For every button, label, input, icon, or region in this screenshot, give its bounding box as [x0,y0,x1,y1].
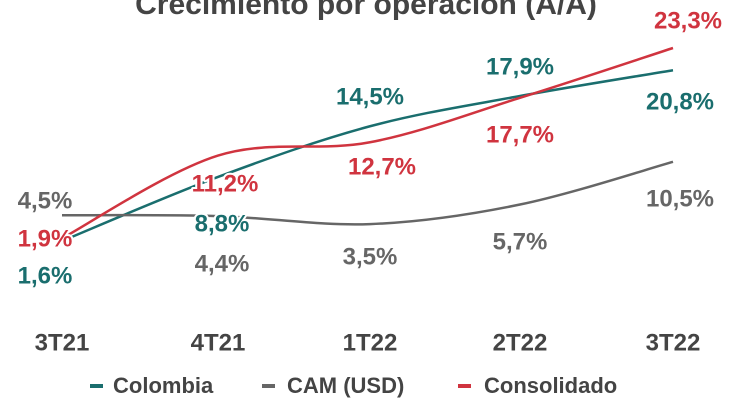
data-label: 23,3% [654,7,722,34]
chart-title: Crecimiento por operación (A/A) [135,0,597,21]
x-tick-label: 3T21 [35,329,90,356]
legend-swatch [262,384,275,388]
line [61,46,674,240]
data-label: 17,9% [486,53,554,80]
legend-swatch [90,384,103,388]
x-tick-label: 4T21 [191,329,246,356]
data-label: 4,4% [195,250,250,277]
data-label: 17,7% [486,121,554,148]
data-label: 5,7% [493,228,548,255]
data-label: 8,8% [195,210,250,237]
data-label: 20,8% [646,88,714,115]
data-label: 11,2% [192,170,259,197]
legend-swatch [458,384,471,388]
legend-label: Consolidado [484,373,617,398]
legend-label: Colombia [113,373,214,398]
data-label: 1,6% [18,262,73,289]
data-label: 4,5% [18,187,73,214]
data-label: 14,5% [336,83,404,110]
data-label: 12,7% [348,153,416,180]
x-tick-label: 3T22 [646,329,701,356]
legend-label: CAM (USD) [287,373,404,398]
data-label: 3,5% [343,243,398,270]
x-tick-label: 1T22 [343,329,398,356]
x-tick-label: 2T22 [493,329,548,356]
line [61,69,674,243]
data-label: 1,9% [18,225,73,252]
line [61,160,674,226]
data-label: 10,5% [646,185,714,212]
